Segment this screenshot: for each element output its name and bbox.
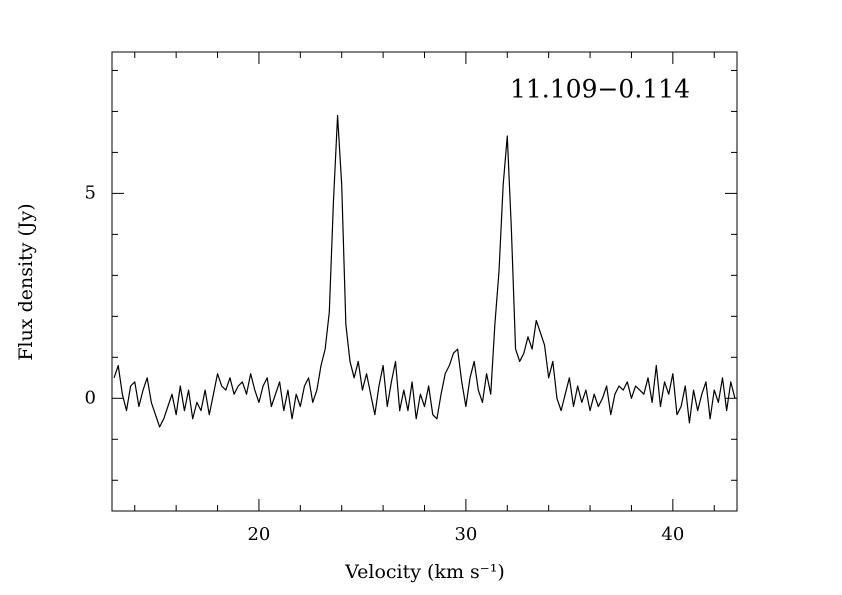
x-tick-label: 20 [247, 524, 270, 545]
spectrum-line [113, 114, 736, 428]
plot-frame [111, 51, 738, 512]
y-axis-label: Flux density (Jy) [15, 203, 37, 360]
x-tick-label: 30 [454, 524, 477, 545]
y-tick-label: 5 [85, 182, 96, 203]
x-tick-label: 40 [661, 524, 684, 545]
annotation: 11.109−0.114 [510, 75, 690, 104]
y-tick-label: 0 [85, 387, 96, 408]
x-axis-label: Velocity (km s⁻¹) [344, 561, 505, 583]
